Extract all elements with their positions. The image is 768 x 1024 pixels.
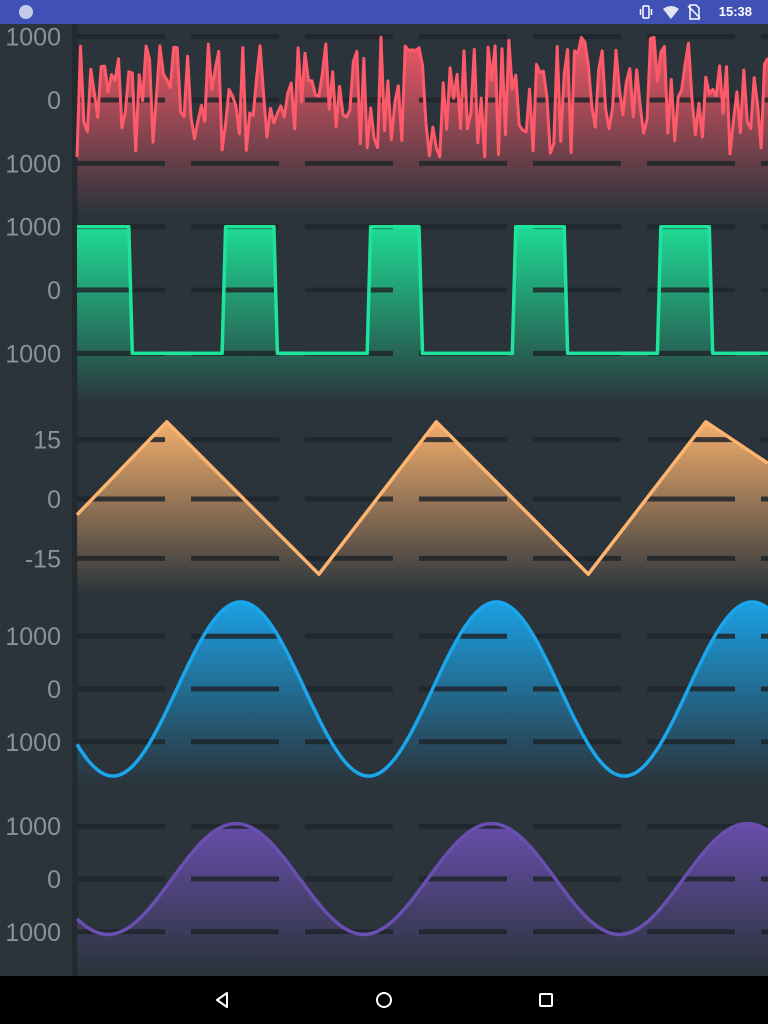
series-line-square [77,224,768,356]
series-line-sine2 [75,821,768,937]
area-fill-square [77,226,768,404]
app-notification-icon [19,5,33,19]
chart-area[interactable]: 1000 0 1000 1000 0 1000 15 0 -15 1000 0 1000 1000 0 10… [0,24,768,976]
chart-panel-triangle: 15 0 -15 [25,420,768,594]
area-fill-triangle [77,421,768,594]
y-tick-label-square-0: 1000 [5,214,61,242]
y-tick-label-square-1: 0 [47,277,61,305]
home-icon[interactable] [372,988,396,1012]
status-bar: 15:38 [0,0,768,24]
y-tick-label-square-2: 1000 [5,340,61,368]
chart-panel-square: 1000 0 1000 [5,214,768,404]
y-tick-label-sine2-0: 1000 [5,813,61,841]
charts-canvas: 100001000100001000150-151000010001000010… [5,24,768,976]
area-fill-sine [77,601,768,784]
y-tick-label-sine2-2: 1000 [5,919,61,947]
wifi-icon [663,6,679,19]
no-sim-icon [687,4,701,20]
y-tick-label-triangle-2: -15 [25,545,61,573]
back-icon[interactable] [210,988,234,1012]
recents-icon[interactable] [534,988,558,1012]
y-tick-label-triangle-0: 15 [33,427,61,455]
y-tick-label-sine2-1: 0 [47,866,61,894]
area-fill-sine2 [77,823,768,974]
y-tick-label-noise-2: 1000 [5,150,61,178]
y-tick-label-noise-1: 0 [47,87,61,115]
status-clock: 15:38 [718,4,752,19]
series-line-triangle [75,420,768,576]
series-line-sine [75,600,768,778]
y-tick-label-noise-0: 1000 [5,24,61,52]
area-fill-noise [77,37,768,214]
series-line-noise [75,35,768,159]
vibrate-icon [639,5,653,19]
y-tick-label-sine-0: 1000 [5,623,61,651]
navigation-bar [0,976,768,1024]
chart-panel-sine2: 1000 0 1000 [5,813,768,974]
y-tick-label-triangle-1: 0 [47,486,61,514]
y-tick-label-sine-1: 0 [47,676,61,704]
y-tick-label-sine-2: 1000 [5,729,61,757]
chart-panel-noise: 1000 0 1000 [5,24,768,214]
y-axis-line [72,24,78,976]
chart-panel-sine: 1000 0 1000 [5,600,768,784]
